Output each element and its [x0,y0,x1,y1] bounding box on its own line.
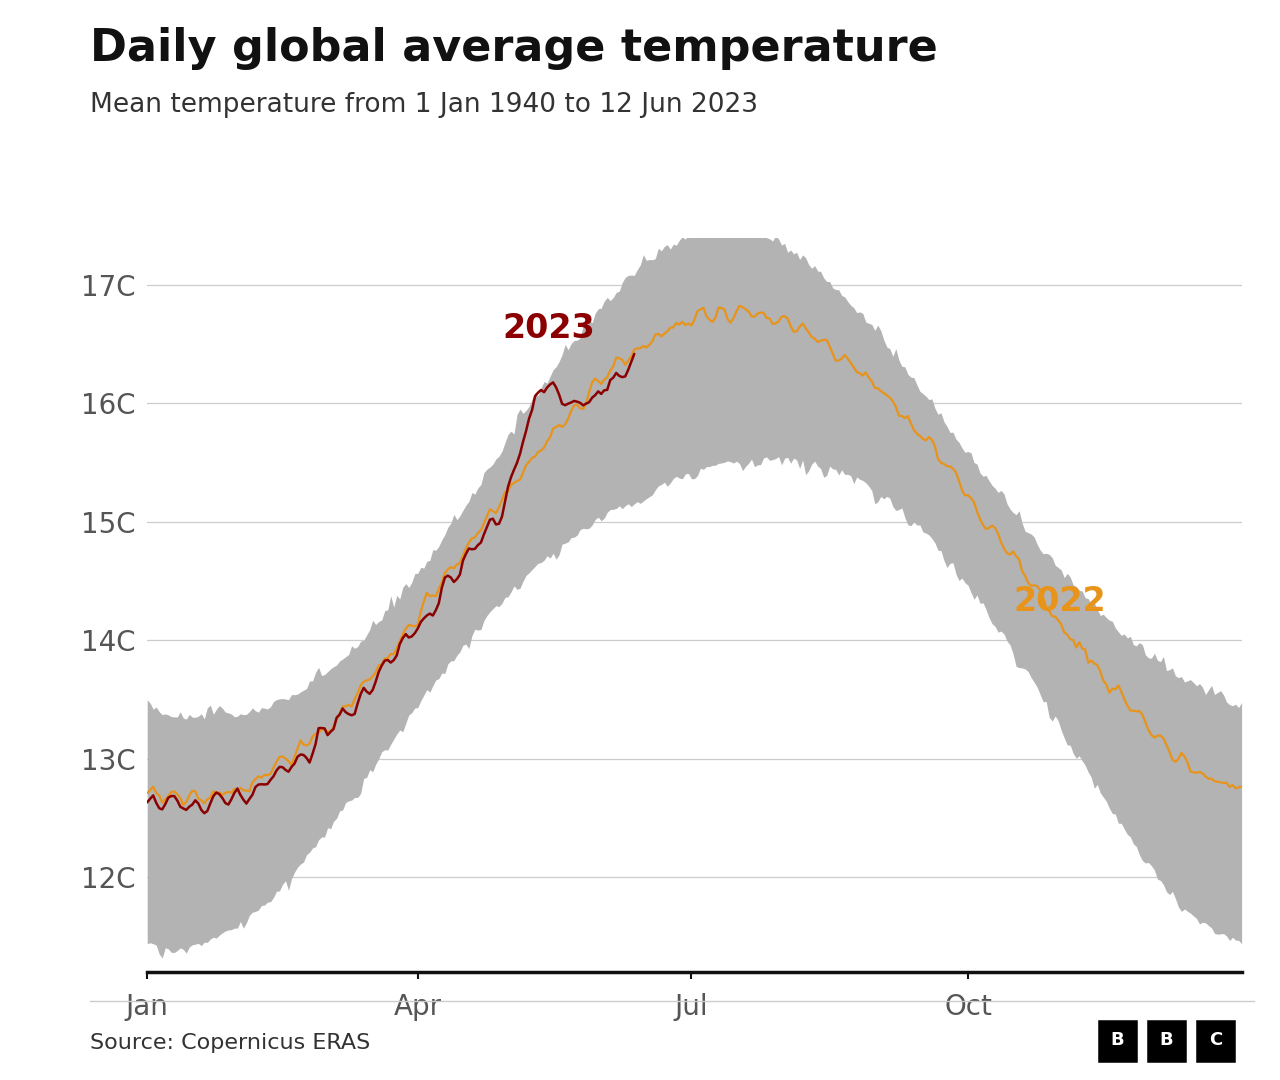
Text: C: C [1210,1031,1222,1049]
Text: Source: Copernicus ERAS: Source: Copernicus ERAS [90,1032,370,1053]
Text: B: B [1111,1031,1124,1049]
Text: B: B [1160,1031,1174,1049]
Text: Daily global average temperature: Daily global average temperature [90,27,937,70]
Text: 2022: 2022 [1012,584,1106,618]
Text: Mean temperature from 1 Jan 1940 to 12 Jun 2023: Mean temperature from 1 Jan 1940 to 12 J… [90,92,758,118]
Text: 2023: 2023 [502,312,595,346]
FancyBboxPatch shape [1144,1018,1188,1064]
FancyBboxPatch shape [1096,1018,1139,1064]
FancyBboxPatch shape [1194,1018,1238,1064]
